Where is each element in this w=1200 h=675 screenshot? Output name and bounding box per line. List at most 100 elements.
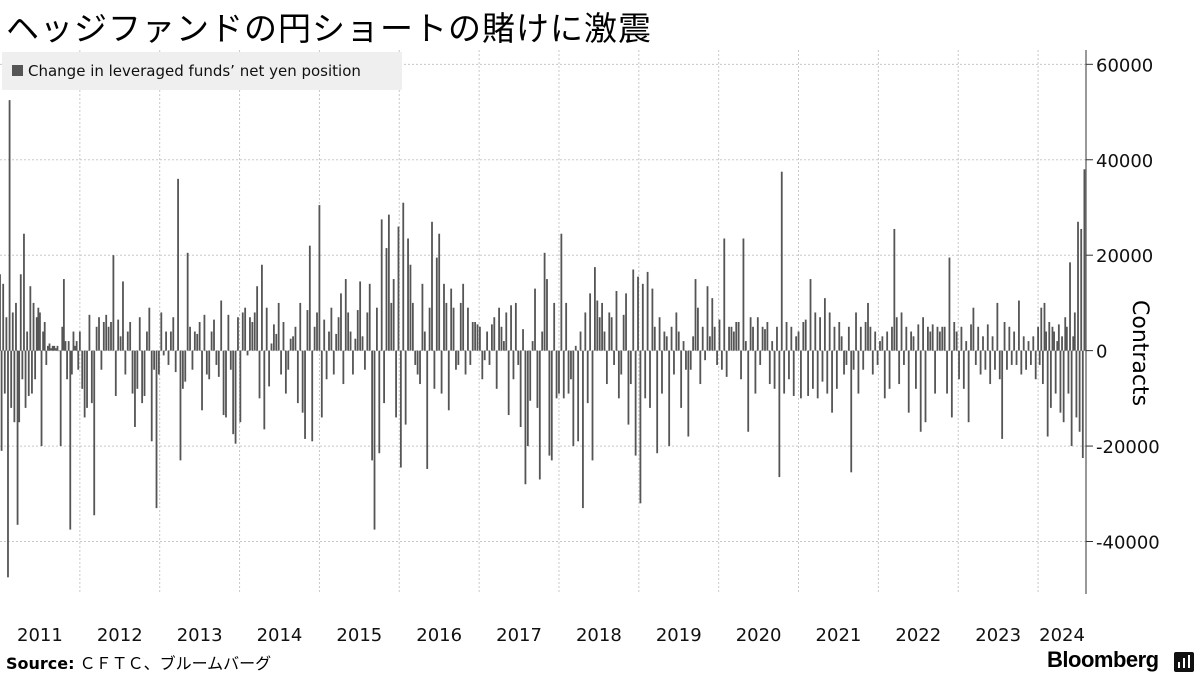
bar [991, 336, 994, 351]
bar [797, 331, 800, 351]
bar [584, 312, 587, 351]
bar [138, 317, 141, 351]
bar [438, 233, 441, 351]
bar [62, 279, 65, 351]
bar [450, 288, 453, 351]
bar [1020, 350, 1023, 375]
bar [469, 350, 472, 365]
bar [617, 350, 620, 399]
bar [773, 350, 776, 389]
bar [591, 350, 594, 461]
bar [15, 302, 17, 351]
bar [673, 350, 675, 375]
bar [847, 326, 850, 351]
bar [625, 293, 627, 351]
bloomberg-terminal-icon [1174, 652, 1194, 672]
bar [10, 350, 13, 408]
bar [426, 350, 429, 469]
bar [915, 350, 917, 389]
bar [150, 350, 153, 442]
bar [538, 350, 541, 480]
bar [181, 350, 184, 389]
bar [1077, 221, 1079, 351]
bar [383, 350, 385, 404]
bar [716, 350, 718, 365]
bar [143, 350, 146, 396]
y-tick-label: -40000 [1096, 533, 1160, 554]
bar [974, 350, 977, 365]
bar [864, 322, 867, 351]
bar [634, 350, 637, 456]
bar [529, 350, 532, 401]
bar [785, 322, 788, 351]
bar [1040, 307, 1043, 351]
bar [126, 331, 129, 351]
bar [158, 350, 160, 375]
bar [162, 350, 165, 356]
bar [407, 238, 409, 351]
bar [53, 345, 56, 351]
bar [155, 350, 158, 509]
bar [196, 333, 199, 351]
x-tick-label: 2018 [576, 625, 622, 646]
bar [838, 322, 841, 351]
bar [938, 331, 941, 351]
bar [289, 338, 292, 351]
bar [74, 345, 76, 351]
bar [45, 350, 48, 365]
bar [582, 350, 584, 509]
bar [986, 324, 989, 351]
bar [81, 350, 84, 389]
bar [881, 336, 884, 351]
bar [102, 322, 105, 351]
x-tick-label: 2012 [97, 625, 143, 646]
bar [776, 326, 778, 351]
bar [900, 312, 903, 351]
bar [54, 348, 57, 351]
bar [146, 331, 148, 351]
bar [704, 350, 707, 361]
bar [828, 312, 831, 351]
bar [287, 350, 290, 370]
bloomberg-logo: Bloomberg [1047, 647, 1159, 672]
bar [172, 317, 175, 351]
bar [800, 350, 802, 399]
bar [728, 326, 730, 351]
bar [759, 350, 762, 365]
bar [505, 312, 508, 351]
bar [649, 350, 651, 408]
bar [272, 324, 275, 351]
bar [570, 350, 572, 380]
bar [29, 286, 32, 351]
bar [883, 350, 886, 399]
bar [598, 317, 601, 351]
bar [16, 350, 19, 525]
bar [105, 314, 108, 351]
bar [658, 317, 661, 351]
legend-swatch [12, 65, 23, 76]
bar [510, 305, 512, 351]
bar [972, 307, 975, 351]
bar [481, 350, 484, 380]
y-tick-label: 0 [1096, 342, 1107, 363]
bar [387, 214, 390, 351]
bar [608, 312, 611, 351]
source-label: Source: [6, 654, 75, 673]
bar [419, 350, 421, 385]
bar [1038, 350, 1041, 365]
bar [1069, 262, 1071, 351]
bar [361, 336, 364, 351]
bar [66, 350, 68, 380]
bar [208, 350, 211, 380]
bar [90, 350, 93, 404]
bar [823, 298, 826, 351]
bar [857, 350, 860, 394]
bar [1067, 350, 1070, 394]
bar [328, 331, 330, 351]
bar [629, 350, 632, 385]
bar [950, 350, 953, 418]
bar [967, 350, 970, 423]
bar [795, 336, 798, 351]
legend: Change in leveraged funds’ net yen posit… [2, 52, 402, 90]
bar [32, 302, 35, 351]
